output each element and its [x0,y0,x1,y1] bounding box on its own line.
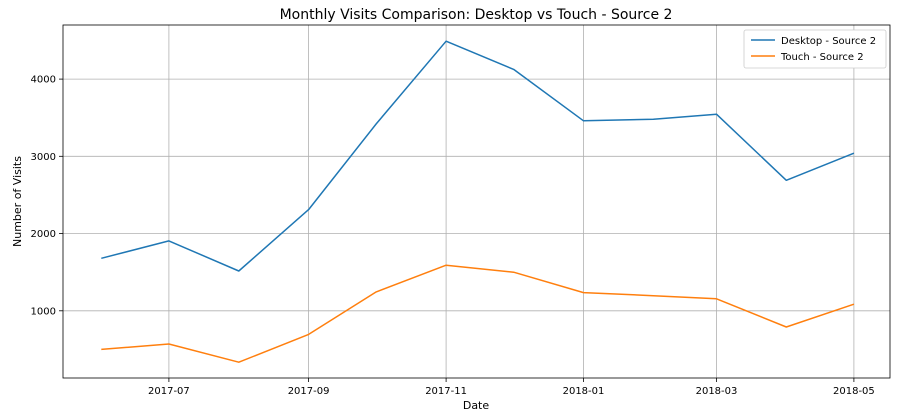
series-lines [101,40,855,363]
series-line-touch-source-2 [101,264,855,363]
series-line-desktop-source-2 [101,40,855,272]
y-tick-label: 3000 [31,152,56,163]
x-axis-ticks: 2017-07 2017-09 2017-11 2018-01 2018-03 2018-… [148,378,875,397]
x-tick-label: 2017-09 [288,386,330,397]
x-tick-label: 2017-11 [425,386,467,397]
legend-entry-desktop: Desktop - Source 2 [781,36,876,47]
x-tick-label: 2018-03 [696,386,738,397]
y-axis-label: Number of Visits [11,156,24,247]
x-tick-label: 2017-07 [148,386,190,397]
x-axis-label: Date [463,399,490,412]
x-tick-label: 2018-01 [563,386,605,397]
legend-box [743,29,887,69]
legend: Desktop - Source 2 Touch - Source 2 [743,29,887,69]
y-tick-label: 2000 [31,229,56,240]
y-tick-label: 1000 [31,306,56,317]
x-tick-label: 2018-05 [833,386,875,397]
legend-entry-touch: Touch - Source 2 [780,52,864,63]
chart-title: Monthly Visits Comparison: Desktop vs To… [280,7,673,23]
plot-frame [62,24,891,379]
y-tick-label: 4000 [31,75,56,86]
y-axis-ticks: 1000 2000 3000 4000 [31,75,63,317]
grid [63,25,890,378]
